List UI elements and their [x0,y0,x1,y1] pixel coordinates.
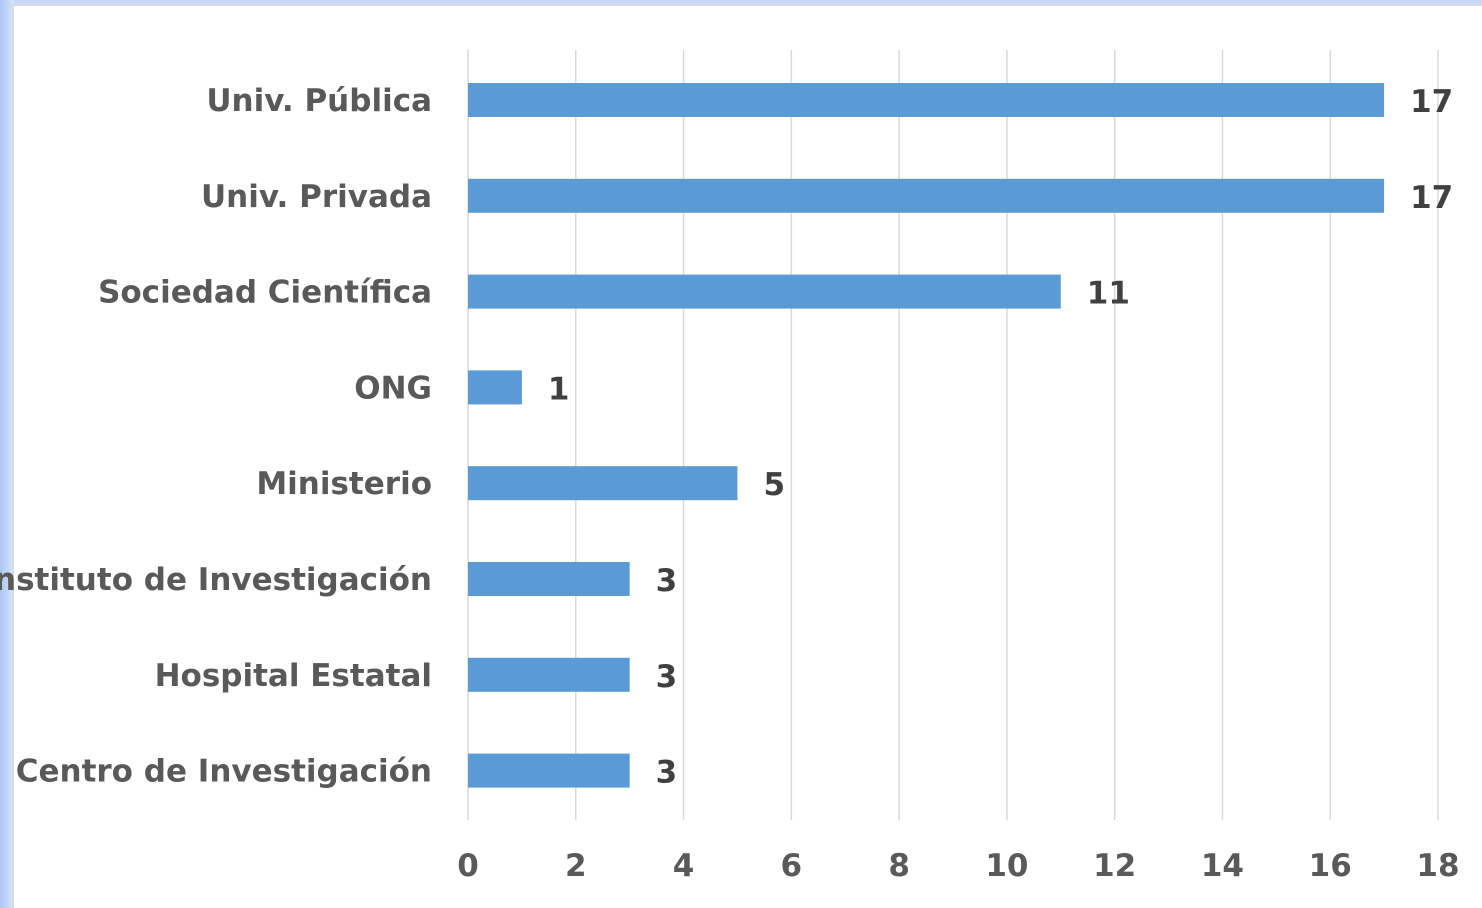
bar [468,562,630,596]
window-edge [0,0,14,908]
category-label: Centro de Investigación [16,754,432,790]
bar [468,274,1061,309]
category-label: Instituto de Investigación [0,562,432,598]
bar [468,466,738,501]
x-tick-label: 18 [1416,848,1459,884]
category-label: Univ. Privada [201,179,432,215]
category-label: Ministerio [256,466,432,502]
data-label: 3 [656,563,678,599]
bar [468,83,1385,117]
bar [468,370,522,405]
x-tick-label: 8 [888,848,910,884]
x-tick-label: 16 [1309,848,1352,884]
category-label: Univ. Pública [206,83,432,119]
x-tick-label: 2 [565,848,587,884]
data-label: 3 [656,755,678,791]
x-tick-label: 10 [985,848,1028,884]
bars [468,83,1385,788]
category-label: ONG [354,370,432,406]
data-label: 1 [548,371,570,407]
bar [468,753,630,788]
x-tick-label: 6 [781,848,803,884]
data-label: 17 [1410,84,1453,120]
category-label: Hospital Estatal [155,658,432,694]
gridlines [467,50,1439,820]
data-label: 5 [763,467,785,503]
data-label: 3 [656,659,678,695]
data-label: 17 [1410,180,1453,216]
x-tick-label: 14 [1201,848,1244,884]
category-label: Sociedad Científica [98,275,432,311]
chart-area [12,4,1482,908]
data-label: 11 [1087,276,1130,312]
bar [468,657,630,692]
x-tick-label: 0 [457,848,479,884]
x-tick-label: 4 [673,848,695,884]
bar [468,178,1385,213]
x-tick-label: 12 [1093,848,1136,884]
category-labels: Univ. Pública Univ. Privada Sociedad Cient… [0,83,432,790]
x-axis-tick-labels: 0 2 4 6 8 10 12 14 16 18 [457,848,1459,884]
